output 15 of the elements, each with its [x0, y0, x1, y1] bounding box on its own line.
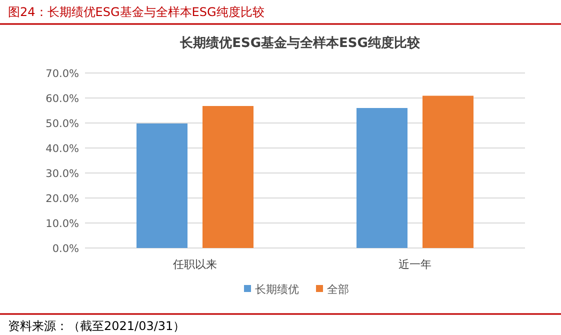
y-tick-label: 60.0%: [46, 93, 80, 105]
caption: 图24：长期绩优ESG基金与全样本ESG纯度比较: [8, 5, 264, 19]
legend-label: 全部: [327, 283, 349, 296]
y-tick-label: 20.0%: [46, 193, 80, 205]
y-tick-label: 0.0%: [52, 243, 80, 255]
x-tick-label: 近一年: [398, 258, 432, 271]
text: 资料来源：（截至2021/03/31）: [8, 319, 186, 333]
chart-title: 长期绩优ESG基金与全样本ESG纯度比较: [179, 35, 421, 51]
x-tick-label: 任职以来: [172, 258, 217, 271]
y-tick-label: 10.0%: [46, 218, 80, 230]
y-tick-label: 30.0%: [46, 168, 80, 180]
y-tick-label: 40.0%: [46, 143, 80, 155]
y-tick-label: 70.0%: [46, 68, 80, 80]
legend-label: 长期绩优: [255, 283, 299, 296]
y-tick-label: 50.0%: [46, 118, 80, 130]
